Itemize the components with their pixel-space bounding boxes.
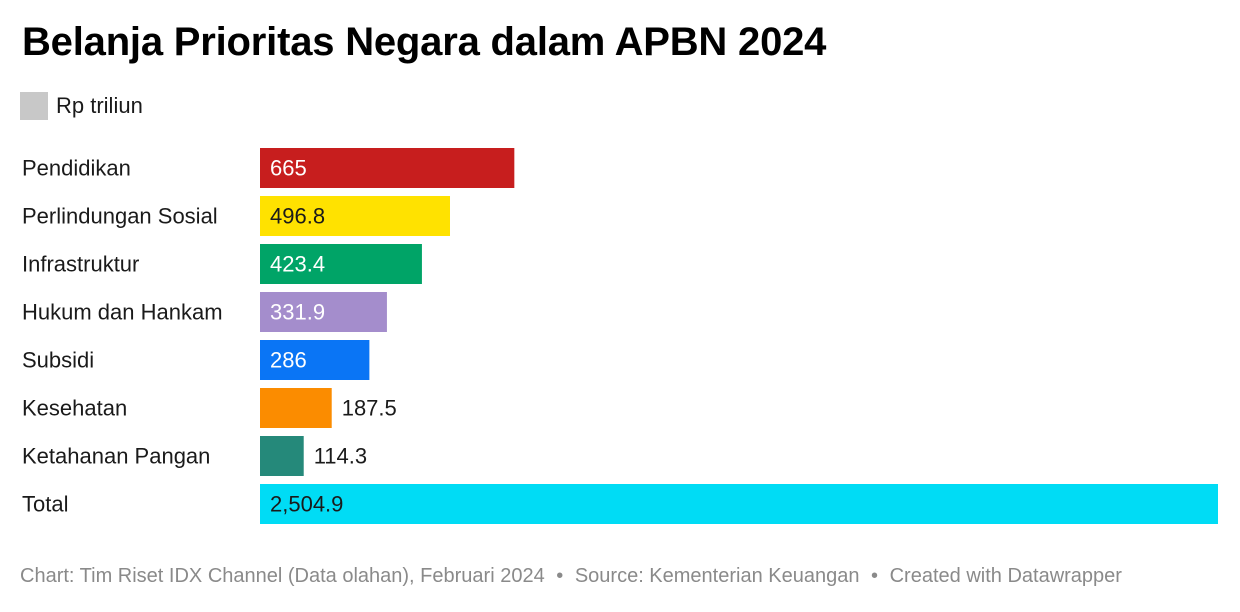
bar [260,196,450,236]
bar [260,436,304,476]
value-label: 187.5 [342,396,397,421]
bar [260,388,332,428]
footer-separator: • [556,565,564,587]
value-label: 286 [270,348,307,373]
category-label: Infrastruktur [22,252,139,277]
value-label: 665 [270,156,307,181]
footer-source: Source: Kementerian Keuangan [574,565,860,587]
value-label: 2,504.9 [270,492,343,517]
value-label: 331.9 [270,300,325,325]
bar [260,340,370,380]
bar [260,484,1218,524]
bar [260,148,515,188]
footer-chart-credit: Chart: Tim Riset IDX Channel (Data olaha… [20,565,545,587]
category-label: Pendidikan [22,156,131,181]
value-label: 423.4 [270,252,325,277]
footer-created-with: Created with Datawrapper [889,565,1122,587]
category-label: Subsidi [22,348,94,373]
category-label: Total [22,492,68,517]
legend-label: Rp triliun [56,93,143,118]
value-label: 496.8 [270,204,325,229]
chart-title: Belanja Prioritas Negara dalam APBN 2024 [22,20,827,64]
category-label: Hukum dan Hankam [22,300,223,325]
legend: Rp triliun [20,92,143,120]
category-label: Perlindungan Sosial [22,204,218,229]
footer-separator: • [871,565,879,587]
category-label: Kesehatan [22,396,127,421]
legend-swatch [20,92,48,120]
chart-footer: Chart: Tim Riset IDX Channel (Data olaha… [20,565,1122,588]
bar [260,292,387,332]
bar [260,244,422,284]
category-label: Ketahanan Pangan [22,444,210,469]
value-label: 114.3 [314,444,367,469]
